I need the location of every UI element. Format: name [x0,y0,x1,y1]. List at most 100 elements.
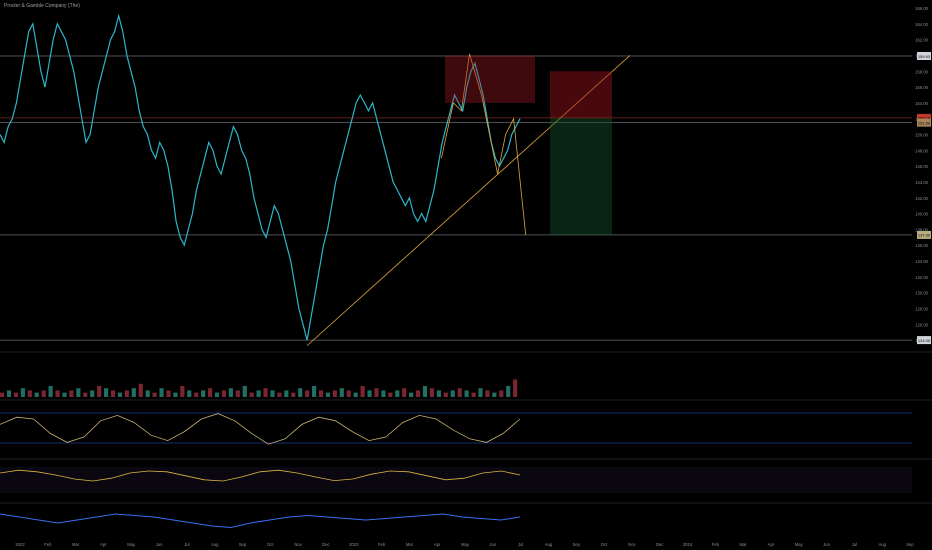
volume-bar-59 [409,392,414,397]
x-tick-18: Jul [518,542,523,547]
volume-bar-18 [124,390,129,397]
volume-bar-16 [110,390,116,397]
volume-bar-62 [429,388,435,397]
y-tick-16: 134.00 [915,259,928,264]
volume-bar-58 [402,388,407,397]
osc-line [0,413,521,445]
volume-bar-71 [492,392,497,397]
x-tick-9: Oct [267,542,274,547]
volume-bar-52 [360,386,365,397]
y-tick-5: 156.00 [915,85,928,90]
volume-bar-6 [41,390,46,397]
volume-bar-1 [6,390,12,397]
x-tick-17: Jun [489,542,496,547]
x-tick-32: Sep [906,542,914,547]
volume-bar-42 [291,392,296,397]
volume-bar-14 [97,386,102,397]
x-tick-31: Aug [878,542,886,547]
volume-bar-34 [235,390,240,397]
volume-bar-49 [339,388,344,397]
price-tag-box-2 [917,118,931,127]
y-tick-15: 136.00 [915,243,928,248]
volume-bar-35 [242,386,247,397]
volume-bar-29 [201,390,206,397]
volume-bar-20 [138,383,143,397]
volume-bar-38 [263,388,268,397]
price-tag-2: 151.50 [918,120,931,125]
x-tick-5: Jun [156,542,163,547]
x-tick-22: Nov [628,542,636,547]
x-tick-13: Feb [378,542,386,547]
volume-bar-46 [318,390,324,397]
x-tick-30: Jul [852,542,857,547]
volume-bar-27 [187,390,192,397]
volume-bar-61 [422,386,428,397]
volume-bar-11 [76,388,81,397]
price-tag-4: 124.00 [918,338,931,343]
line-indicator [0,513,521,529]
volume-bar-40 [277,392,282,397]
y-tick-18: 130.00 [915,291,928,296]
volume-bar-19 [131,388,136,397]
volume-bar-56 [388,392,393,397]
volume-bar-60 [416,390,421,397]
x-tick-25: Feb [712,542,720,547]
volume-bar-31 [214,392,220,397]
y-tick-11: 144.00 [915,180,928,185]
y-tick-17: 132.00 [915,275,928,280]
volume-bar-54 [374,388,379,397]
y-tick-8: 150.00 [915,133,928,138]
y-tick-0: 166.00 [915,6,928,11]
y-tick-4: 158.00 [915,69,928,74]
x-tick-14: Mar [406,542,414,547]
stop-zone [550,71,612,118]
y-tick-19: 128.00 [915,306,928,311]
volume-bar-25 [173,392,178,397]
price-tag-box-0 [917,51,931,60]
volume-bar-41 [284,390,289,397]
y-tick-1: 164.00 [915,22,928,27]
volume-bar-68 [471,392,476,397]
volume-bar-21 [145,390,150,397]
y-tick-10: 146.00 [915,164,928,169]
x-tick-6: Jul [184,542,189,547]
volume-bar-33 [228,388,233,397]
price-tag-box-3 [917,230,931,239]
volume-bar-51 [353,392,358,397]
x-tick-24: 2024 [683,542,693,547]
price-tag-0: 159.93 [918,54,931,59]
volume-bar-4 [27,390,32,397]
volume-bar-8 [55,390,60,397]
volume-bar-66 [457,388,462,397]
y-tick-6: 154.00 [915,101,928,106]
volume-bar-12 [83,392,88,397]
volume-bar-9 [62,392,67,397]
zigzag-path [441,53,527,235]
price-tag-3: 137.30 [918,233,931,238]
x-tick-12: 2023 [349,542,359,547]
volume-bar-47 [325,392,331,397]
volume-bar-39 [270,390,275,397]
volume-bar-69 [478,388,483,397]
volume-bar-26 [180,386,185,397]
x-tick-28: May [795,542,804,547]
price-tag-box-4 [917,336,931,345]
volume-bar-23 [159,388,164,397]
x-tick-3: Apr [100,542,107,547]
volume-bar-2 [13,392,19,397]
volume-bar-37 [256,390,261,397]
volume-bar-44 [305,390,310,397]
x-tick-2: Mar [72,542,80,547]
stoch-line [0,469,521,482]
volume-bar-53 [367,390,372,397]
volume-bar-13 [90,390,95,397]
volume-bar-30 [208,388,213,397]
target-zone [550,117,612,235]
volume-bar-48 [332,390,337,397]
y-tick-20: 126.00 [915,322,928,327]
volume-bar-73 [506,386,511,397]
price-line [0,13,521,341]
volume-bar-67 [464,390,469,397]
